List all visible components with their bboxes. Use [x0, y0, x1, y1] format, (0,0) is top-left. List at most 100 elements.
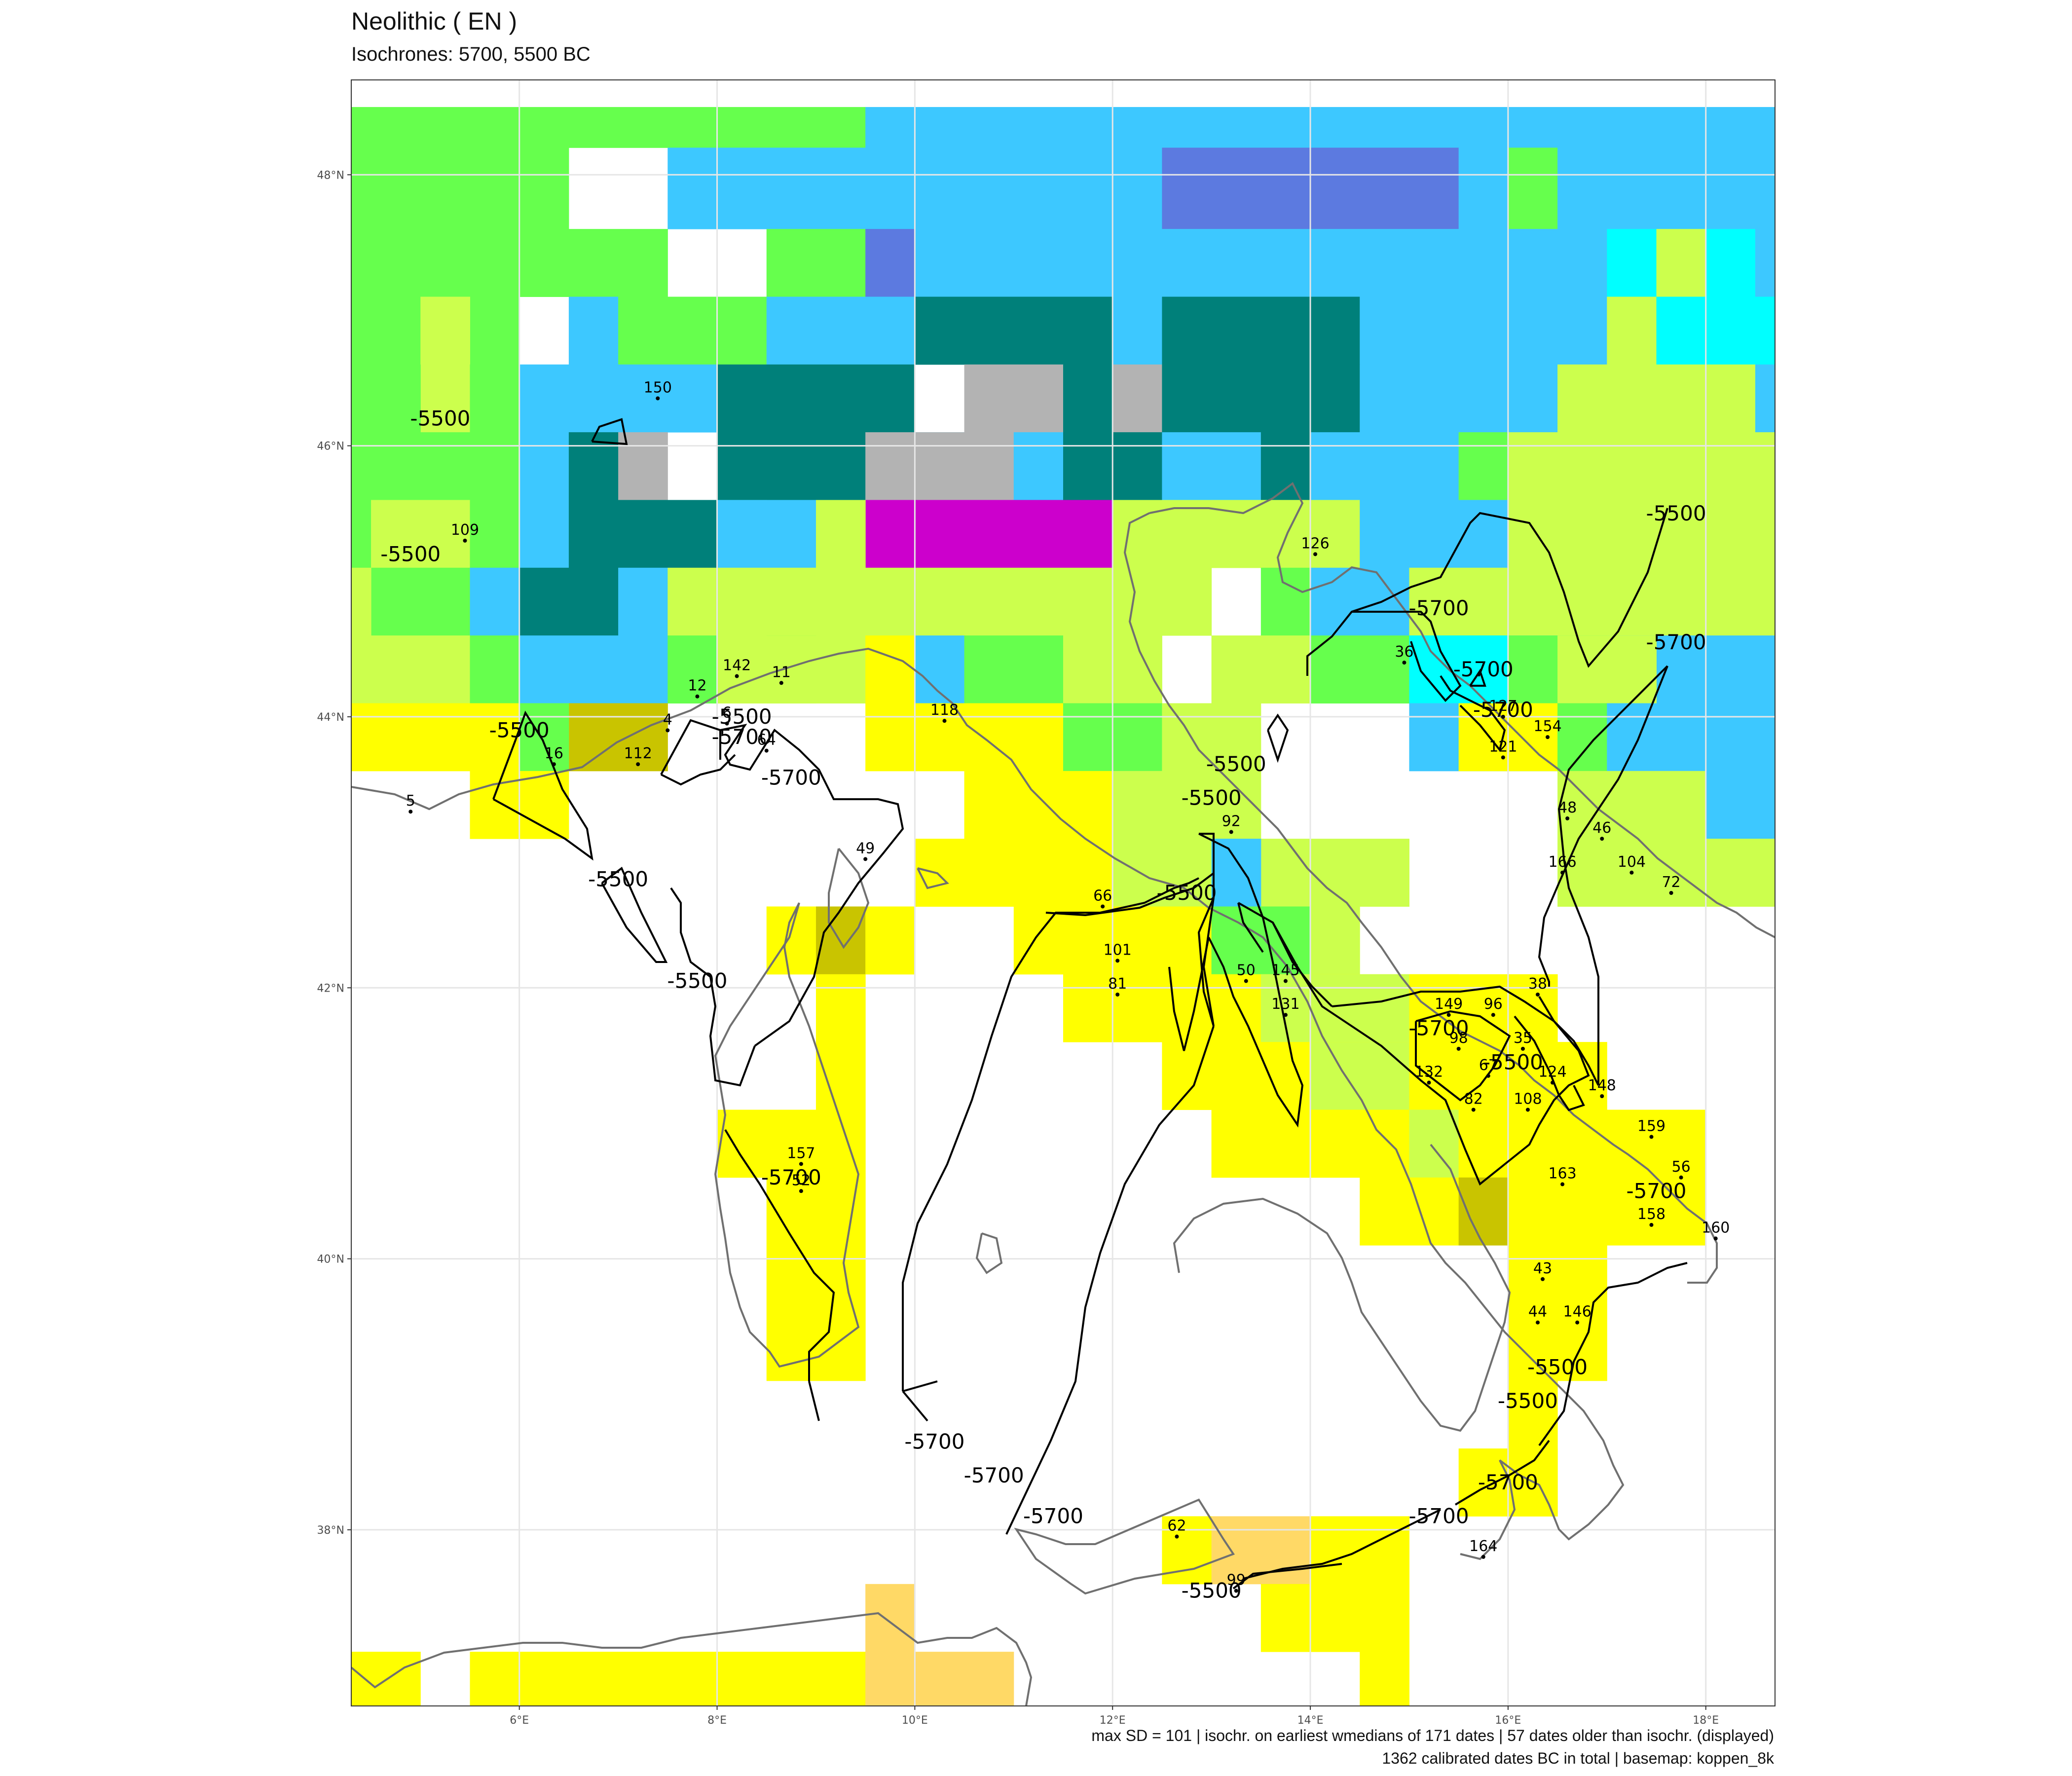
raster-cell: [1112, 771, 1261, 839]
raster-cell: [1260, 432, 1311, 500]
site-point: [1713, 1236, 1718, 1241]
isochrone-label: -5500: [1206, 752, 1266, 776]
site-point: [1283, 1013, 1288, 1017]
site-point: [1600, 837, 1604, 841]
raster-cell: [1211, 635, 1311, 703]
raster-cell: [519, 432, 569, 500]
isochrone-label: -5700: [1023, 1504, 1083, 1528]
isochrone-labels: -5500-5500-5500-5500-5700-5700-5500-5500…: [380, 407, 1706, 1603]
site-point: [799, 1189, 803, 1193]
site-label: 11: [772, 664, 791, 681]
raster-cell: [1607, 296, 1657, 365]
site-label: 104: [1618, 853, 1646, 871]
site-label: 112: [624, 745, 652, 762]
raster-cell: [1310, 567, 1409, 636]
site-point: [1427, 1080, 1431, 1085]
raster-cell: [470, 567, 520, 636]
site-point: [1486, 1073, 1490, 1078]
raster-cell: [1458, 1110, 1706, 1178]
raster-cell: [865, 635, 915, 703]
site-point: [1541, 1277, 1545, 1281]
raster-cell: [717, 500, 816, 568]
raster-cell: [865, 906, 915, 975]
x-axis: 6°E 8°E 10°E 12°E 14°E 16°E 18°E: [510, 1706, 1719, 1727]
site-point: [1600, 1094, 1604, 1098]
isochrone-label: -5500: [1483, 1050, 1543, 1074]
raster-cell: [1755, 364, 1775, 433]
raster-cell: [1557, 148, 1775, 229]
site-label: 5: [406, 792, 415, 810]
site-point: [1234, 1589, 1238, 1593]
x-tick-label: 10°E: [902, 1714, 928, 1727]
raster-cell: [568, 296, 619, 365]
y-tick-label: 46°N: [317, 441, 344, 453]
x-tick-label: 18°E: [1693, 1714, 1719, 1727]
raster-cell: [1409, 1110, 1459, 1178]
isochrone-label: -5500: [667, 969, 727, 993]
raster-cell: [815, 1042, 866, 1110]
raster-cell: [371, 567, 421, 636]
site-point: [1491, 1013, 1495, 1017]
y-tick-label: 40°N: [317, 1254, 344, 1266]
raster-cell: [1656, 229, 1706, 297]
site-label: 62: [1167, 1517, 1186, 1535]
site-point: [408, 810, 413, 814]
site-label: 38: [1528, 975, 1547, 993]
site-label: 50: [1237, 962, 1256, 979]
site-point: [863, 857, 868, 861]
site-label: 56: [1672, 1158, 1691, 1176]
caption-line-1: max SD = 101 | isochr. on earliest wmedi…: [1091, 1727, 1774, 1744]
site-label: 142: [723, 657, 751, 674]
site-label: 96: [1484, 996, 1503, 1013]
raster-cell: [1162, 296, 1360, 365]
site-point: [942, 719, 947, 723]
raster-cell: [964, 771, 1113, 907]
raster-cell: [915, 839, 965, 907]
raster-cell: [568, 500, 718, 568]
site-label: 109: [451, 521, 479, 539]
site-label: 127: [1489, 698, 1517, 715]
raster-cell: [1458, 148, 1509, 229]
panel-border: [351, 79, 1776, 1706]
raster-cell: [1360, 1177, 1459, 1246]
site-point: [656, 396, 660, 401]
raster-cell: [618, 364, 718, 433]
site-label: 81: [1108, 975, 1127, 993]
site-point: [1551, 1080, 1555, 1085]
site-label: 67: [1479, 1057, 1498, 1074]
isochrone-label: -5700: [1473, 698, 1533, 722]
isochrone-label: -5700: [1646, 630, 1706, 654]
site-label: 36: [1395, 643, 1413, 661]
site-label: 150: [644, 379, 672, 396]
raster-cell: [470, 1652, 866, 1706]
raster-cell: [1162, 567, 1212, 636]
raster-cell: [815, 500, 866, 568]
isochrone-label: -5700: [761, 1165, 821, 1189]
y-tick-label: 44°N: [317, 711, 344, 724]
site-label: 4: [663, 711, 672, 728]
site-point: [1115, 993, 1120, 997]
raster-cell: [351, 432, 520, 500]
site-point: [1649, 1222, 1654, 1227]
y-tick-label: 48°N: [317, 169, 344, 182]
raster-cell: [865, 1652, 1014, 1706]
site-point: [1575, 1320, 1580, 1325]
x-tick-label: 16°E: [1495, 1714, 1521, 1727]
y-tick-label: 42°N: [317, 982, 344, 995]
raster-cell: [1310, 1042, 1409, 1110]
site-label: 166: [1548, 853, 1576, 871]
isochrone-label: -5500: [1527, 1355, 1588, 1379]
site-point: [1669, 891, 1673, 895]
isochrone-label: -5700: [1626, 1179, 1686, 1203]
isochrone-label: -5500: [712, 704, 772, 729]
raster-cell: [1508, 148, 1558, 229]
raster-cell: [1557, 703, 1607, 772]
isochrone-label: -5700: [1453, 657, 1514, 681]
raster-cell: [1162, 432, 1261, 500]
x-tick-label: 12°E: [1100, 1714, 1126, 1727]
y-tick-label: 38°N: [317, 1524, 344, 1537]
caption-line-2: 1362 calibrated dates BC in total | base…: [1382, 1749, 1774, 1767]
raster-cell: [1656, 296, 1775, 365]
site-label: 126: [1301, 535, 1329, 552]
